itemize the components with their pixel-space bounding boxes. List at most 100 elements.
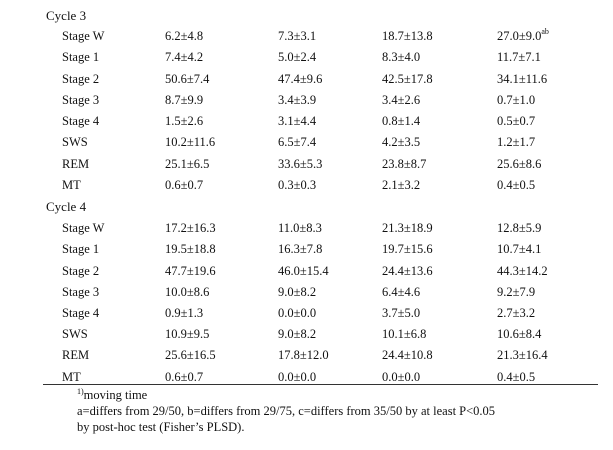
- table-cell: 25.6±16.5: [165, 348, 216, 362]
- table-cell: 10.0±8.6: [165, 285, 210, 299]
- table-row: Stage W 17.2±16.3 11.0±8.3 21.3±18.9 12.…: [0, 219, 613, 237]
- table-row: MT 0.6±0.7 0.3±0.3 2.1±3.2 0.4±0.5: [0, 176, 613, 194]
- cycle-3-heading: Cycle 3: [46, 8, 87, 23]
- table-row: Stage 2 50.6±7.4 47.4±9.6 42.5±17.8 34.1…: [0, 70, 613, 88]
- table-cell: 50.6±7.4: [165, 72, 210, 86]
- table-cell: 3.7±5.0: [382, 306, 421, 320]
- table-cell: 42.5±17.8: [382, 72, 433, 86]
- footnote-marker: 1): [77, 387, 84, 396]
- table-cell: 19.7±15.6: [382, 242, 433, 256]
- row-label: REM: [62, 348, 90, 362]
- table-cell: 21.3±18.9: [382, 221, 433, 235]
- table-cell: 24.4±13.6: [382, 264, 433, 278]
- table-cell: 18.7±13.8: [382, 29, 433, 43]
- table-cell: 44.3±14.2: [497, 264, 548, 278]
- table-cell: 0.3±0.3: [278, 178, 317, 192]
- table-row: Stage 4 1.5±2.6 3.1±4.4 0.8±1.4 0.5±0.7: [0, 112, 613, 130]
- table-cell: 0.0±0.0: [278, 306, 317, 320]
- table-cell: 19.5±18.8: [165, 242, 216, 256]
- footnote-moving-time: 1)moving time: [77, 387, 147, 405]
- significance-superscript: ab: [541, 27, 549, 36]
- row-label: Stage 3: [62, 93, 100, 107]
- row-label: MT: [62, 370, 81, 384]
- table-cell: 3.4±2.6: [382, 93, 421, 107]
- table-cell: 17.8±12.0: [278, 348, 329, 362]
- table-row: Stage 4 0.9±1.3 0.0±0.0 3.7±5.0 2.7±3.2: [0, 304, 613, 322]
- footnote-text: moving time: [83, 388, 148, 402]
- table-row: REM 25.1±6.5 33.6±5.3 23.8±8.7 25.6±8.6: [0, 155, 613, 173]
- row-label: Stage W: [62, 29, 105, 43]
- table-bottom-rule: [43, 384, 598, 385]
- row-label: Stage 2: [62, 264, 100, 278]
- row-label: MT: [62, 178, 81, 192]
- table-cell: 0.0±0.0: [278, 370, 317, 384]
- table-row: Stage 3 10.0±8.6 9.0±8.2 6.4±4.6 9.2±7.9: [0, 283, 613, 301]
- footnote-significance: a=differs from 29/50, b=differs from 29/…: [77, 404, 496, 418]
- footnote-test: by post-hoc test (Fisher’s PLSD).: [77, 420, 245, 434]
- table-row: REM 25.6±16.5 17.8±12.0 24.4±10.8 21.3±1…: [0, 346, 613, 364]
- table-row: Stage 1 19.5±18.8 16.3±7.8 19.7±15.6 10.…: [0, 240, 613, 258]
- table-cell: 10.7±4.1: [497, 242, 542, 256]
- table-row: SWS 10.2±11.6 6.5±7.4 4.2±3.5 1.2±1.7: [0, 133, 613, 151]
- row-label: SWS: [62, 327, 88, 341]
- table-cell: 3.1±4.4: [278, 114, 317, 128]
- table-row: MT 0.6±0.7 0.0±0.0 0.0±0.0 0.4±0.5: [0, 368, 613, 386]
- table-cell: 0.9±1.3: [165, 306, 204, 320]
- cycle-4-heading: Cycle 4: [46, 199, 87, 214]
- table-cell-value: 27.0±9.0: [497, 29, 542, 43]
- row-label: REM: [62, 157, 90, 171]
- row-label: Stage 1: [62, 242, 100, 256]
- table-row: SWS 10.9±9.5 9.0±8.2 10.1±6.8 10.6±8.4: [0, 325, 613, 343]
- row-label: Stage 2: [62, 72, 100, 86]
- table-cell: 24.4±10.8: [382, 348, 433, 362]
- table-row: Stage 3 8.7±9.9 3.4±3.9 3.4±2.6 0.7±1.0: [0, 91, 613, 109]
- table-cell: 10.1±6.8: [382, 327, 427, 341]
- table-cell: 3.4±3.9: [278, 93, 317, 107]
- table-cell: 21.3±16.4: [497, 348, 548, 362]
- table-cell: 34.1±11.6: [497, 72, 548, 86]
- table-row: Stage 2 47.7±19.6 46.0±15.4 24.4±13.6 44…: [0, 262, 613, 280]
- table-cell: 4.2±3.5: [382, 135, 421, 149]
- table-cell: 11.0±8.3: [278, 221, 322, 235]
- table-cell: 8.3±4.0: [382, 50, 421, 64]
- table-row: Stage W 6.2±4.8 7.3±3.1 18.7±13.8 27.0±9…: [0, 27, 613, 45]
- table-cell: 23.8±8.7: [382, 157, 427, 171]
- table-cell: 6.4±4.6: [382, 285, 421, 299]
- table-cell: 9.2±7.9: [497, 285, 536, 299]
- table-cell: 11.7±7.1: [497, 50, 541, 64]
- table-cell: 25.1±6.5: [165, 157, 210, 171]
- table-cell: 0.8±1.4: [382, 114, 421, 128]
- table-cell: 0.0±0.0: [382, 370, 421, 384]
- table-cell: 47.7±19.6: [165, 264, 216, 278]
- table-cell: 7.4±4.2: [165, 50, 204, 64]
- row-label: Stage 4: [62, 306, 100, 320]
- table-cell: 9.0±8.2: [278, 285, 317, 299]
- table-cell: 10.2±11.6: [165, 135, 216, 149]
- table-cell: 0.4±0.5: [497, 178, 536, 192]
- table-cell: 0.5±0.7: [497, 114, 536, 128]
- table-cell: 33.6±5.3: [278, 157, 323, 171]
- table-cell: 2.1±3.2: [382, 178, 421, 192]
- row-label: Stage 4: [62, 114, 100, 128]
- table-cell-with-superscript: 27.0±9.0ab: [497, 27, 549, 47]
- table-cell: 0.6±0.7: [165, 178, 204, 192]
- table-cell: 5.0±2.4: [278, 50, 317, 64]
- table-cell: 0.4±0.5: [497, 370, 536, 384]
- row-label: Stage 1: [62, 50, 100, 64]
- row-label: Stage 3: [62, 285, 100, 299]
- table-row: Stage 1 7.4±4.2 5.0±2.4 8.3±4.0 11.7±7.1: [0, 48, 613, 66]
- table-cell: 10.6±8.4: [497, 327, 542, 341]
- table-cell: 0.6±0.7: [165, 370, 204, 384]
- table-cell: 1.5±2.6: [165, 114, 204, 128]
- table-cell: 17.2±16.3: [165, 221, 216, 235]
- table-cell: 7.3±3.1: [278, 29, 317, 43]
- table-cell: 2.7±3.2: [497, 306, 536, 320]
- table-cell: 12.8±5.9: [497, 221, 542, 235]
- row-label: SWS: [62, 135, 88, 149]
- table-cell: 6.2±4.8: [165, 29, 204, 43]
- table-cell: 46.0±15.4: [278, 264, 329, 278]
- table-cell: 9.0±8.2: [278, 327, 317, 341]
- row-label: Stage W: [62, 221, 105, 235]
- table-cell: 10.9±9.5: [165, 327, 210, 341]
